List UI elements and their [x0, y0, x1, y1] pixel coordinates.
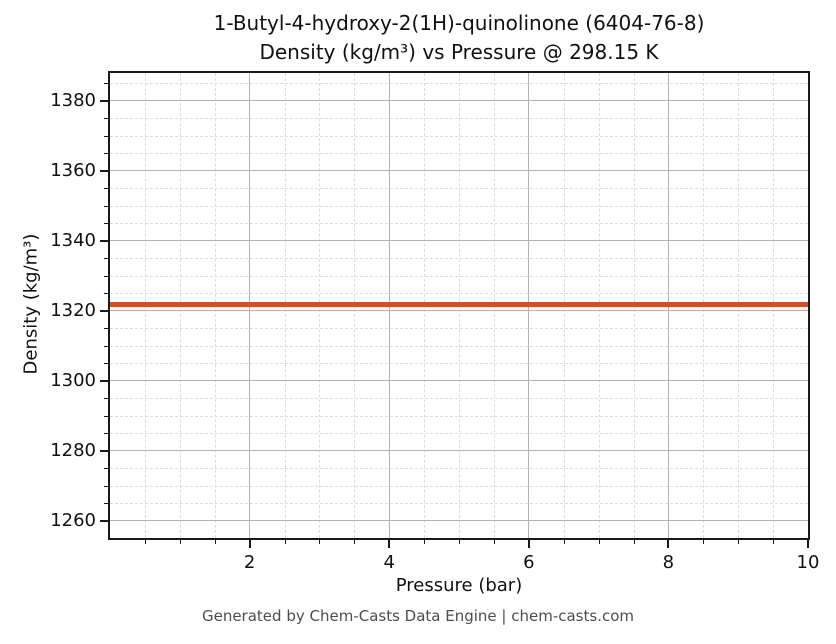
major-gridline-y — [110, 310, 808, 312]
minor-gridline-y — [110, 468, 808, 470]
y-major-tick — [100, 519, 108, 522]
x-tick-label: 8 — [662, 552, 675, 573]
x-tick-label: 4 — [383, 552, 395, 573]
x-minor-tick — [563, 540, 565, 544]
y-minor-tick — [104, 415, 108, 417]
y-minor-tick — [104, 205, 108, 207]
y-minor-tick — [104, 135, 108, 137]
minor-gridline-y — [110, 433, 808, 435]
y-major-tick — [100, 169, 108, 172]
minor-gridline-y — [110, 205, 808, 207]
major-gridline-y — [110, 240, 808, 242]
x-axis-label: Pressure (bar) — [395, 575, 523, 596]
x-minor-tick — [144, 540, 146, 544]
y-minor-tick — [104, 468, 108, 470]
major-gridline-y — [110, 170, 808, 172]
y-major-tick — [100, 99, 108, 102]
y-minor-tick — [104, 223, 108, 225]
x-minor-tick — [284, 540, 286, 544]
chart-title-line2: Density (kg/m³) vs Pressure @ 298.15 K — [259, 40, 659, 64]
y-major-tick — [100, 449, 108, 452]
x-minor-tick — [738, 540, 740, 544]
minor-gridline-y — [110, 275, 808, 277]
major-gridline-y — [110, 450, 808, 452]
x-minor-tick — [319, 540, 321, 544]
y-minor-tick — [104, 363, 108, 365]
major-gridline-y — [110, 520, 808, 522]
y-minor-tick — [104, 258, 108, 260]
minor-gridline-y — [110, 188, 808, 190]
x-major-tick — [527, 540, 530, 548]
footer-credit: Generated by Chem-Casts Data Engine | ch… — [201, 607, 635, 625]
minor-gridline-y — [110, 415, 808, 417]
y-minor-tick — [104, 153, 108, 155]
minor-gridline-y — [110, 153, 808, 155]
x-major-tick — [388, 540, 391, 548]
x-minor-tick — [598, 540, 600, 544]
y-major-tick — [100, 239, 108, 242]
y-minor-tick — [104, 83, 108, 85]
y-minor-tick — [104, 188, 108, 190]
minor-gridline-y — [110, 83, 808, 85]
minor-gridline-y — [110, 258, 808, 260]
y-tick-label: 1280 — [50, 439, 96, 461]
x-tick-label: 2 — [243, 552, 256, 573]
x-tick-label: 6 — [523, 552, 535, 573]
minor-gridline-y — [110, 345, 808, 347]
x-major-tick — [667, 540, 670, 548]
minor-gridline-y — [110, 293, 808, 295]
chart-title: 1-Butyl-4-hydroxy-2(1H)-quinolinone (640… — [110, 9, 808, 67]
x-minor-tick — [179, 540, 181, 544]
x-major-tick — [807, 540, 809, 548]
x-minor-tick — [703, 540, 705, 544]
x-minor-tick — [633, 540, 635, 544]
x-minor-tick — [493, 540, 495, 544]
y-tick-label: 1320 — [50, 299, 96, 321]
series-layer — [110, 301, 808, 307]
x-minor-tick — [424, 540, 426, 544]
minor-gridline-y — [110, 363, 808, 365]
major-gridline-y — [110, 100, 808, 102]
minor-gridline-y — [110, 223, 808, 225]
minor-gridline-y — [110, 118, 808, 120]
y-tick-label: 1340 — [50, 229, 96, 251]
y-major-tick — [100, 379, 108, 382]
y-minor-tick — [104, 433, 108, 435]
plot-area — [108, 71, 810, 540]
minor-gridline-y — [110, 485, 808, 487]
y-minor-tick — [104, 118, 108, 120]
y-tick-label: 1260 — [50, 509, 96, 531]
x-minor-tick — [214, 540, 216, 544]
y-major-tick — [100, 309, 108, 312]
x-minor-tick — [459, 540, 460, 544]
chart-title-line1: 1-Butyl-4-hydroxy-2(1H)-quinolinone (640… — [213, 11, 705, 35]
x-minor-tick — [354, 540, 356, 544]
y-tick-label: 1300 — [50, 369, 96, 391]
y-tick-label: 1380 — [50, 89, 96, 111]
y-minor-tick — [104, 345, 108, 347]
minor-gridline-y — [110, 503, 808, 505]
x-major-tick — [248, 540, 251, 548]
y-minor-tick — [104, 275, 108, 277]
x-tick-label: 10 — [796, 552, 820, 573]
y-minor-tick — [104, 398, 108, 400]
y-tick-label: 1360 — [50, 159, 96, 181]
y-minor-tick — [104, 328, 108, 330]
x-minor-tick — [773, 540, 775, 544]
y-minor-tick — [104, 293, 108, 295]
minor-gridline-y — [110, 398, 808, 400]
major-gridline-y — [110, 380, 808, 382]
minor-gridline-y — [110, 328, 808, 330]
minor-gridline-y — [110, 135, 808, 137]
y-minor-tick — [104, 485, 108, 487]
y-minor-tick — [104, 503, 108, 505]
